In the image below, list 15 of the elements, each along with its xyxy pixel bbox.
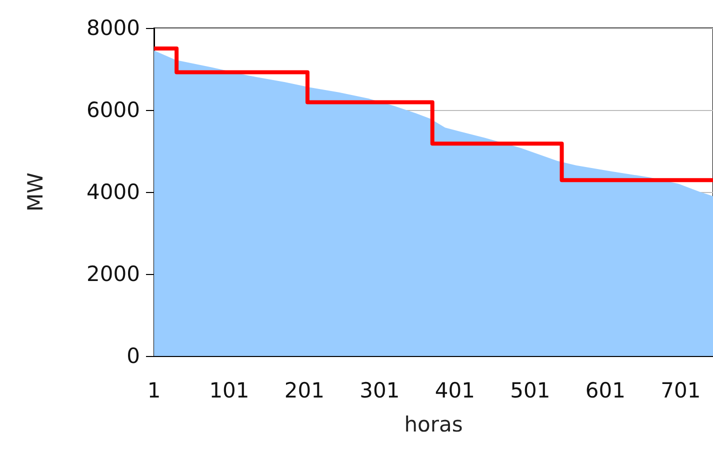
x-tick-label: 301 xyxy=(360,378,400,402)
x-axis-title: horas xyxy=(404,412,463,436)
y-tick-label: 6000 xyxy=(86,98,140,122)
y-tick-label: 0 xyxy=(126,344,140,368)
x-tick-label: 401 xyxy=(434,378,475,402)
y-tick-label: 8000 xyxy=(86,16,140,40)
y-tick-label: 4000 xyxy=(86,180,140,204)
x-tick-label: 201 xyxy=(284,378,325,402)
y-axis-title: MW xyxy=(24,172,48,212)
x-tick-label: 101 xyxy=(209,378,250,402)
x-tick-label: 501 xyxy=(510,378,550,402)
x-tick-label: 601 xyxy=(585,378,626,402)
x-tick-label: 701 xyxy=(660,378,701,402)
x-tick-label: 1 xyxy=(147,378,161,402)
y-tick-label: 2000 xyxy=(86,262,140,286)
